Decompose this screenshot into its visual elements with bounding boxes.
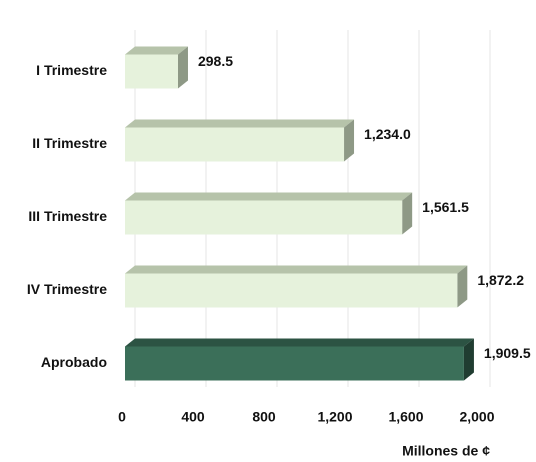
x-tick-label: 1,200 bbox=[317, 409, 352, 425]
bar bbox=[125, 338, 474, 381]
y-tick-label: I Trimestre bbox=[36, 62, 107, 78]
value-label: 1,561.5 bbox=[422, 199, 469, 215]
x-tick-label: 800 bbox=[252, 409, 276, 425]
bar-front bbox=[125, 273, 458, 308]
x-tick-label: 0 bbox=[118, 409, 126, 425]
bar-top bbox=[125, 192, 413, 201]
y-tick-label: II Trimestre bbox=[32, 135, 107, 151]
bar-front bbox=[125, 127, 345, 162]
bar bbox=[125, 119, 355, 162]
bar-side bbox=[402, 192, 413, 235]
bar bbox=[125, 192, 413, 235]
y-tick-label: IV Trimestre bbox=[27, 281, 107, 297]
y-tick-label: Aprobado bbox=[41, 354, 107, 370]
x-tick-label: 2,000 bbox=[459, 409, 494, 425]
bar-top bbox=[125, 265, 468, 274]
bar-front bbox=[125, 54, 178, 89]
y-tick-label: III Trimestre bbox=[28, 208, 107, 224]
x-tick-label: 1,600 bbox=[388, 409, 423, 425]
bar-front bbox=[125, 200, 403, 235]
value-label: 1,909.5 bbox=[484, 345, 531, 361]
x-tick-label: 400 bbox=[181, 409, 205, 425]
value-label: 1,234.0 bbox=[364, 126, 411, 142]
bar-top bbox=[125, 338, 474, 347]
value-label: 298.5 bbox=[198, 53, 233, 69]
x-axis-label: Millones de ¢ bbox=[402, 443, 490, 459]
bar-side bbox=[457, 265, 468, 308]
bar bbox=[125, 46, 188, 89]
value-label: 1,872.2 bbox=[477, 272, 524, 288]
bar-front bbox=[125, 346, 464, 381]
bar-top bbox=[125, 46, 188, 55]
bar-side bbox=[177, 46, 188, 89]
bar-side bbox=[463, 338, 474, 381]
bar-side bbox=[344, 119, 355, 162]
bar-top bbox=[125, 119, 355, 128]
bar bbox=[125, 265, 468, 308]
